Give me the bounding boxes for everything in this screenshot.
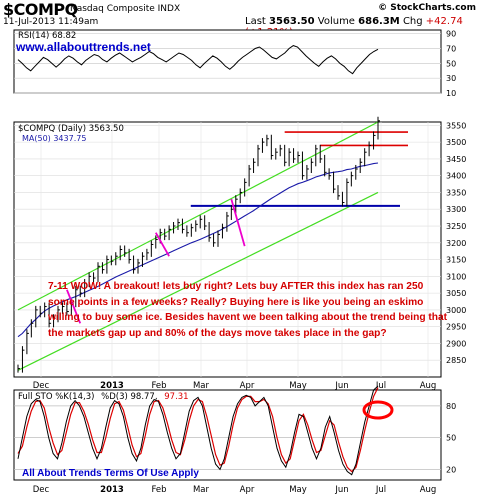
price-panel: 3550 3500 3450 3400 3350 3300 3250 3200 3150 3100… [13, 116, 466, 378]
annotation-text: 7-11 WOW! A breakout! lets buy right? Le… [48, 281, 448, 339]
pattern-mark [154, 232, 170, 257]
price-tick-label: 2950 [446, 323, 466, 332]
price-xtick-label: Aug [420, 381, 437, 391]
price-tick-label: 3100 [446, 272, 466, 281]
pattern-mark [66, 289, 82, 324]
price-tick-label: 3300 [446, 205, 466, 214]
stoch-xtick-label: May [289, 485, 307, 495]
stoch-panel: 80 50 20 Full STO %K(14,3) %D(3) 98.77, 97… [13, 385, 456, 481]
date-line: 11-Jul-2013 11:49am [3, 17, 99, 27]
stoch-k-label: Full STO %K(14,3) [18, 392, 94, 402]
price-xtick-label: Dec [33, 381, 50, 391]
stoch-tick-label: 20 [446, 465, 456, 474]
price-levels [190, 131, 408, 207]
stoch-tick-label: 50 [446, 434, 456, 443]
terms-label: All About Trends Terms Of Use Apply [22, 468, 199, 479]
rsi-grid [14, 33, 441, 94]
rsi-ticks: 90 70 50 30 10 [446, 30, 456, 98]
ma-label: MA(50) 3437.75 [22, 134, 86, 143]
channel-upper-line [17, 121, 379, 311]
stoch-xtick-label: Aug [420, 485, 437, 495]
chart-symbol: $COMPQ [3, 0, 78, 19]
stoch-label: Full STO %K(14,3) %D(3) 98.77, 97.31 [18, 392, 189, 402]
stoch-k-line [17, 385, 379, 476]
price-grid [14, 122, 441, 377]
channel-lower-line [17, 191, 379, 371]
stoch-xtick-label: Feb [151, 485, 166, 495]
price-tick-label: 3000 [446, 306, 466, 315]
price-xtick-label: Jun [334, 381, 348, 391]
stoch-xtick-label: Mar [193, 485, 210, 495]
price-tick-label: 2900 [446, 339, 466, 348]
volume-value: 686.3M [358, 16, 400, 27]
price-channel [17, 121, 379, 371]
source-credit: © StockCharts.com [378, 3, 476, 13]
stoch-yticks: 80 50 20 [446, 402, 456, 475]
stoch-d-line [17, 387, 379, 473]
price-xtick-label: Apr [240, 381, 255, 391]
price-xtick-label: 2013 [100, 381, 124, 391]
chg-label: Chg [402, 16, 423, 27]
price-xtick-label: May [289, 381, 307, 391]
price-tick-label: 3400 [446, 172, 466, 181]
stoch-xtick-label: Dec [33, 485, 50, 495]
price-xticks: Dec 2013 Feb Mar Apr May Jun Jul Aug [33, 381, 437, 391]
stoch-d-value: 97.31 [164, 392, 188, 402]
price-tick-label: 3200 [446, 239, 466, 248]
stoch-d-label: %D(3) 98.77, [101, 392, 157, 402]
price-tick-label: 3450 [446, 155, 466, 164]
rsi-tick-label: 90 [446, 30, 456, 39]
price-tick-label: 3150 [446, 256, 466, 265]
website-label: www.allabouttrends.net [16, 40, 151, 54]
stoch-xtick-label: Jun [334, 485, 348, 495]
price-tick-label: 3500 [446, 138, 466, 147]
price-xtick-label: Feb [151, 381, 166, 391]
rsi-panel: 90 70 50 30 10 RSI(14) 68.82 [13, 29, 456, 98]
price-tick-label: 2850 [446, 356, 466, 365]
index-name: Nasdaq Composite INDX [70, 4, 181, 14]
stoch-xtick-label: 2013 [100, 485, 124, 495]
stoch-xticks: Dec 2013 Feb Mar Apr May Jun Jul Aug [33, 485, 437, 495]
rsi-tick-label: 30 [446, 74, 456, 83]
magenta-marks [66, 198, 246, 324]
price-bars [17, 116, 380, 373]
price-tick-label: 3250 [446, 222, 466, 231]
price-yticks: 3550 3500 3450 3400 3350 3300 3250 3200 3150 3100… [446, 121, 466, 365]
stoch-xtick-label: Apr [240, 485, 255, 495]
price-tick-label: 3050 [446, 289, 466, 298]
ma50-line [17, 162, 379, 338]
volume-label: Volume [317, 16, 355, 27]
price-xtick-label: Mar [193, 381, 210, 391]
highlight-circle [362, 400, 394, 420]
stoch-xtick-label: Jul [375, 485, 386, 495]
price-tick-label: 3350 [446, 188, 466, 197]
rsi-tick-label: 70 [446, 45, 456, 54]
rsi-label: RSI(14) 68.82 [18, 31, 76, 41]
stoch-grid [14, 405, 441, 470]
stoch-tick-label: 80 [446, 402, 456, 411]
rsi-tick-label: 50 [446, 59, 456, 68]
pattern-mark [230, 198, 246, 247]
rsi-line [17, 45, 379, 75]
last-value: 3563.50 [269, 16, 315, 27]
rsi-tick-label: 10 [446, 89, 456, 98]
price-label: $COMPQ (Daily) 3563.50 [18, 124, 124, 134]
price-tick-label: 3550 [446, 121, 466, 130]
last-label: Last [245, 16, 266, 27]
price-xtick-label: Jul [375, 381, 386, 391]
